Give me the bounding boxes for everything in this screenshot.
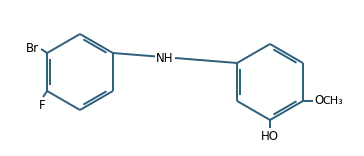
Text: F: F [39, 99, 46, 112]
Text: CH₃: CH₃ [322, 96, 343, 106]
Text: Br: Br [26, 42, 39, 56]
Text: O: O [314, 95, 323, 107]
Text: NH: NH [156, 52, 174, 65]
Text: HO: HO [261, 130, 279, 143]
